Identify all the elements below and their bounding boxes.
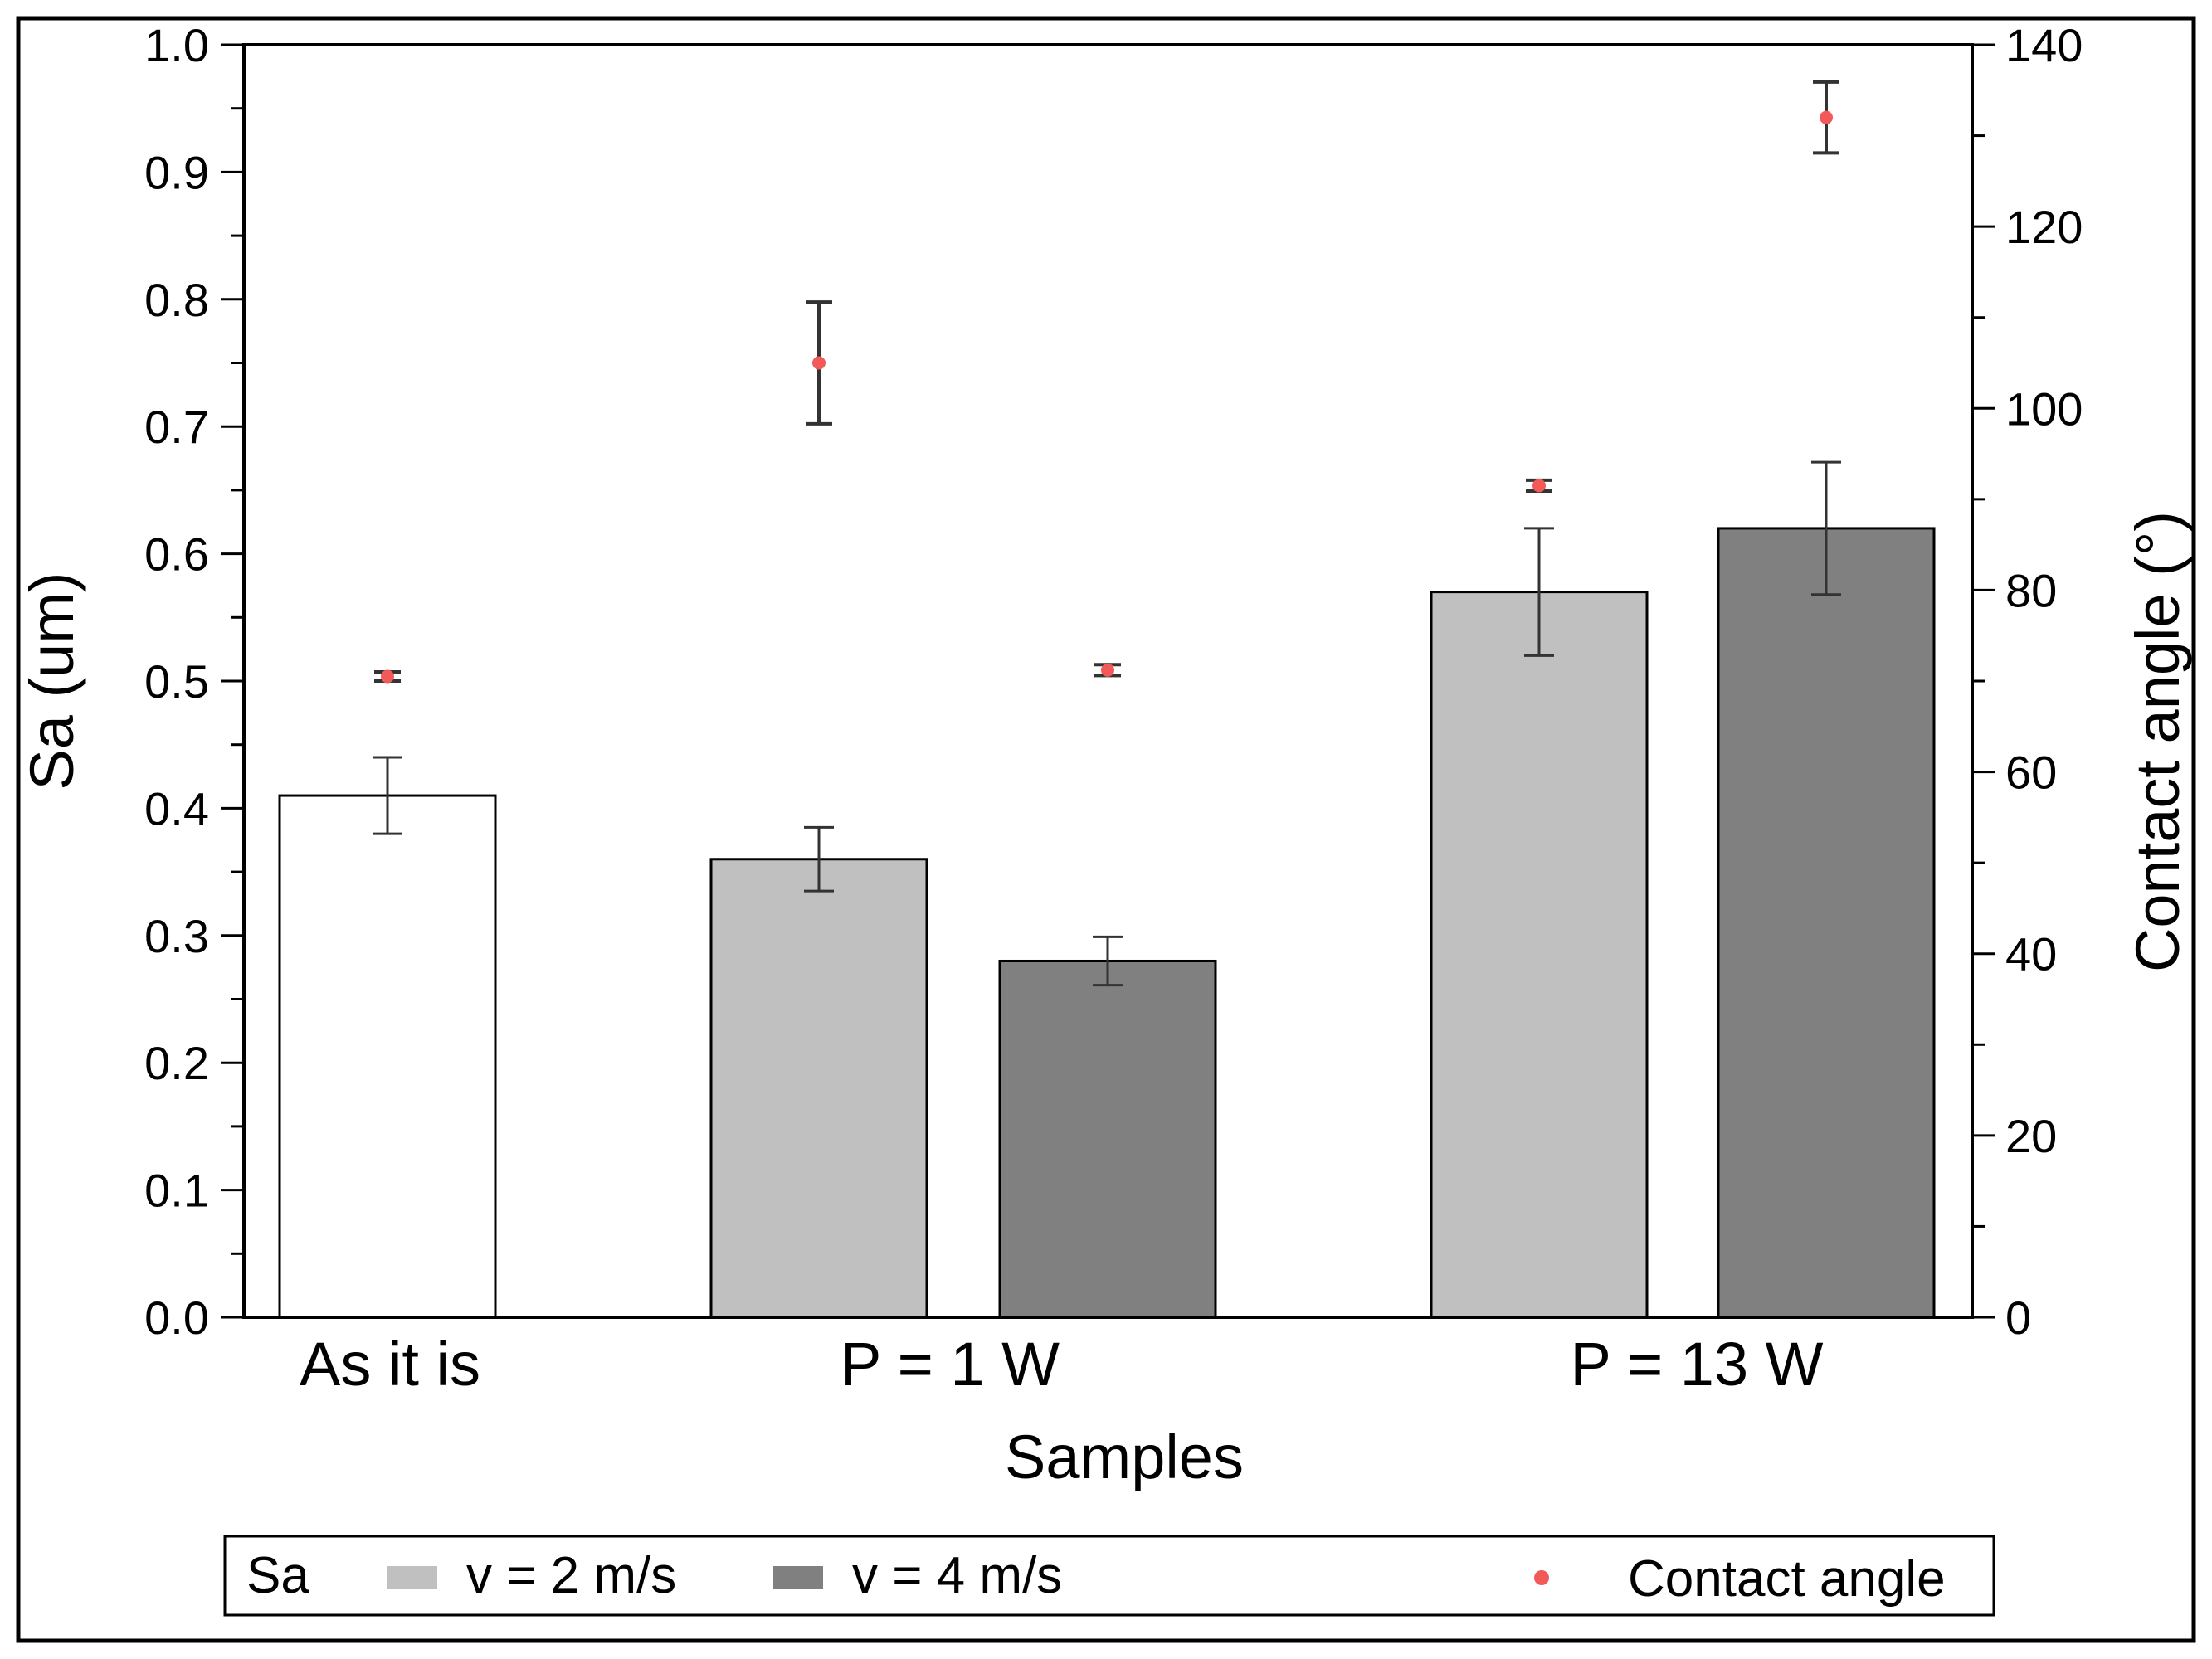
bar xyxy=(709,858,928,1319)
y-tick-label: 0.6 xyxy=(144,528,209,581)
y-tick-label: 0.9 xyxy=(144,146,209,198)
legend: Sa v = 2 m/s v = 4 m/s Contact angle xyxy=(223,1535,1995,1617)
contact-angle-point xyxy=(1532,479,1546,493)
bars-layer xyxy=(278,527,1936,1319)
y-tick-label: 0.8 xyxy=(144,274,209,326)
legend-swatch-v4 xyxy=(773,1566,823,1589)
y-tick-label: 0.0 xyxy=(144,1292,209,1344)
y2-tick-label: 140 xyxy=(2005,19,2083,71)
bar xyxy=(1430,591,1649,1319)
left-y-axis: 0.0 0.1 0.2 0.3 0.4 0.5 0.6 0.7 0.8 0.9 1.0 xyxy=(144,19,244,1344)
legend-label-contact-angle: Contact angle xyxy=(1628,1550,1946,1608)
x-axis: As it is P = 1 W P = 13 W xyxy=(300,1330,1824,1399)
y2-tick-label: 60 xyxy=(2005,747,2057,799)
y2-tick-label: 40 xyxy=(2005,928,2057,980)
contact-angle-point xyxy=(381,669,394,684)
legend-swatch-v2 xyxy=(387,1566,437,1589)
legend-group-label: Sa xyxy=(246,1547,309,1604)
bar xyxy=(278,794,497,1319)
y-tick-label: 0.3 xyxy=(144,910,209,962)
y2-tick-label: 80 xyxy=(2005,564,2057,616)
y-tick-label: 0.5 xyxy=(144,655,209,708)
x-tick-label: As it is xyxy=(300,1330,480,1399)
y-tick-label: 0.2 xyxy=(144,1037,209,1089)
contact-angle-point xyxy=(1101,663,1114,677)
y-axis-title: Sa (um) xyxy=(17,572,86,790)
y-tick-label: 1.0 xyxy=(144,19,209,71)
contact-angle-point xyxy=(1820,110,1833,124)
bar xyxy=(998,959,1217,1319)
contact-angle-points-layer xyxy=(374,80,1839,684)
bar xyxy=(1717,527,1936,1319)
error-bars-layer xyxy=(373,460,1841,987)
y-tick-label: 0.1 xyxy=(144,1165,209,1217)
legend-label-v2: v = 2 m/s xyxy=(466,1547,676,1604)
y2-tick-label: 20 xyxy=(2005,1110,2057,1162)
y2-axis-title: Contact angle (°) xyxy=(2123,511,2192,972)
legend-box xyxy=(223,1535,1995,1617)
y-tick-label: 0.4 xyxy=(144,782,209,834)
y2-tick-label: 120 xyxy=(2005,201,2083,253)
contact-angle-point xyxy=(812,356,826,370)
y-tick-label: 0.7 xyxy=(144,401,209,453)
legend-label-v4: v = 4 m/s xyxy=(852,1547,1062,1604)
right-y-axis: 0 20 40 60 80 100 120 140 xyxy=(1972,19,2083,1344)
y2-tick-label: 0 xyxy=(2005,1292,2031,1344)
x-tick-label: P = 13 W xyxy=(1570,1330,1823,1399)
legend-marker-contact-angle xyxy=(1534,1570,1549,1585)
y2-tick-label: 100 xyxy=(2005,382,2083,435)
x-axis-title: Samples xyxy=(1005,1423,1244,1491)
x-tick-label: P = 1 W xyxy=(840,1330,1060,1399)
